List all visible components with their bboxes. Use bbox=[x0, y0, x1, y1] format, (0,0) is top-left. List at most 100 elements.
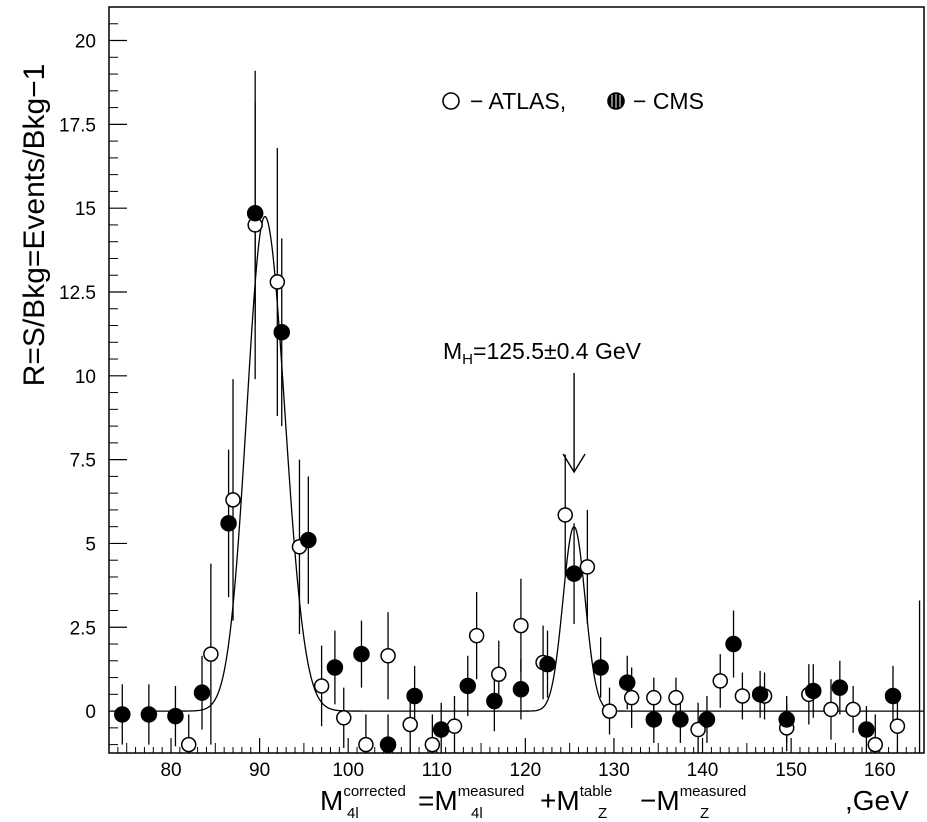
atlas-data-point bbox=[557, 507, 573, 523]
atlas-data-point bbox=[690, 721, 706, 738]
atlas-data-point bbox=[225, 492, 241, 508]
cms-data-point bbox=[645, 711, 663, 728]
atlas-data-point bbox=[889, 718, 906, 734]
legend-cms-label: − CMS bbox=[633, 88, 704, 114]
higgs-label-value: =125.5±0.4 GeV bbox=[473, 338, 642, 364]
x-label-mz-meas-sub: Z bbox=[700, 805, 709, 822]
cms-data-point bbox=[193, 684, 211, 701]
cms-data-point bbox=[805, 682, 822, 700]
cms-data-point bbox=[246, 204, 264, 222]
x-tick-label: 140 bbox=[687, 760, 719, 781]
atlas-data-point bbox=[734, 688, 751, 704]
higgs-annotation: MH=125.5±0.4 GeV bbox=[443, 338, 642, 474]
fit-curve-group bbox=[153, 215, 924, 712]
higgs-annotation-label: MH=125.5±0.4 GeV bbox=[443, 338, 642, 368]
x-label-measured-sub: 4l bbox=[471, 805, 483, 822]
cms-data-point bbox=[751, 686, 769, 703]
atlas-data-point bbox=[668, 689, 684, 706]
cms-data-point bbox=[539, 655, 556, 673]
atlas-data-point bbox=[424, 736, 441, 753]
cms-data-point bbox=[379, 736, 397, 753]
x-tick-label: 150 bbox=[775, 760, 807, 781]
y-tick-label: 20 bbox=[75, 32, 96, 53]
cms-data-point bbox=[725, 635, 742, 653]
atlas-data-point bbox=[491, 666, 507, 682]
error-bars bbox=[121, 70, 921, 753]
atlas-data-point bbox=[446, 718, 463, 734]
x-label-equals: =M bbox=[418, 785, 458, 816]
y-tick-label: 12.5 bbox=[59, 283, 96, 304]
x-label-m: M bbox=[320, 785, 343, 816]
atlas-data-point bbox=[203, 646, 219, 662]
atlas-data-point bbox=[513, 617, 529, 634]
legend: − ATLAS, − CMS bbox=[442, 88, 704, 114]
atlas-data-point bbox=[712, 673, 728, 689]
atlas-data-point bbox=[845, 701, 861, 718]
x-label-mz-meas-sup: measured bbox=[680, 783, 747, 800]
cms-data-point bbox=[353, 645, 370, 663]
legend-atlas-marker bbox=[442, 92, 460, 110]
legend-atlas-label: − ATLAS, bbox=[470, 88, 566, 114]
x-tick-label: 100 bbox=[332, 760, 364, 781]
cms-data-point bbox=[698, 711, 716, 728]
y-tick-label: 7.5 bbox=[70, 451, 96, 472]
cms-data-point bbox=[167, 707, 184, 725]
y-tick-label: 0 bbox=[85, 702, 96, 723]
cms-data-point bbox=[406, 687, 423, 705]
cms-data-point bbox=[592, 659, 609, 676]
cms-data-point bbox=[114, 706, 131, 723]
y-tick-label: 17.5 bbox=[59, 115, 96, 136]
y-tick-label: 10 bbox=[75, 367, 96, 388]
cms-data-point bbox=[300, 531, 317, 549]
x-axis-label: Mcorrected 4l =Mmeasured 4l +Mtable Z −Mmeasur… bbox=[320, 783, 909, 822]
atlas-data-point bbox=[380, 648, 396, 664]
cms-data-point bbox=[459, 677, 477, 695]
x-tick-label: 110 bbox=[422, 760, 452, 781]
cms-data-point bbox=[858, 721, 875, 738]
x-tick-label: 130 bbox=[598, 760, 630, 781]
cms-data-point bbox=[565, 565, 583, 582]
cms-data-point bbox=[884, 687, 902, 705]
y-axis-label: R=S/Bkg=Events/Bkg−1 bbox=[18, 64, 51, 387]
higgs-label-m: M bbox=[443, 338, 462, 364]
atlas-data-point bbox=[313, 678, 330, 694]
x-label-plus: +M bbox=[540, 785, 580, 816]
x-tick-label: 160 bbox=[864, 760, 896, 781]
cms-data-point bbox=[831, 679, 849, 696]
atlas-data-point bbox=[269, 274, 286, 290]
atlas-data-point bbox=[468, 627, 485, 644]
x-label-measured-sup: measured bbox=[458, 783, 525, 800]
y-tick-label: 5 bbox=[85, 534, 96, 555]
atlas-data-point bbox=[646, 689, 662, 706]
x-label-minus: −M bbox=[640, 785, 680, 816]
atlas-data-point bbox=[823, 701, 839, 718]
x-label-unit: ,GeV bbox=[845, 785, 909, 816]
y-tick-label: 2.5 bbox=[70, 618, 96, 639]
cms-data-point bbox=[432, 721, 450, 738]
axis-ticks: 80 90 100 110 120 130 140 150 160 0 2.5 5 7.5 10 12.5 1… bbox=[59, 6, 925, 781]
x-label-table-sub: Z bbox=[598, 805, 607, 822]
y-tick-label: 15 bbox=[75, 199, 96, 220]
atlas-data-point bbox=[180, 736, 197, 753]
atlas-data-point bbox=[601, 703, 618, 719]
cms-data-point bbox=[326, 659, 344, 676]
atlas-data-point bbox=[867, 736, 884, 753]
atlas-data-point bbox=[623, 689, 640, 706]
cms-data-point bbox=[672, 711, 689, 728]
cms-data-point bbox=[273, 323, 290, 341]
atlas-data-point bbox=[579, 559, 596, 575]
cms-data-point bbox=[486, 692, 503, 710]
atlas-data-point bbox=[336, 710, 352, 726]
x-tick-label: 80 bbox=[160, 760, 181, 781]
x-label-corrected-sup: corrected bbox=[343, 783, 406, 800]
cms-data-point bbox=[512, 681, 530, 698]
x-label-corrected-sub: 4l bbox=[347, 805, 359, 822]
higgs-label-sub: H bbox=[462, 351, 473, 368]
plot-frame bbox=[108, 6, 925, 754]
higgs-arrow-head bbox=[562, 453, 586, 474]
cms-data-point bbox=[778, 711, 795, 728]
x-tick-label: 120 bbox=[510, 760, 542, 781]
x-tick-label: 90 bbox=[249, 760, 270, 781]
fit-curve bbox=[153, 215, 924, 712]
